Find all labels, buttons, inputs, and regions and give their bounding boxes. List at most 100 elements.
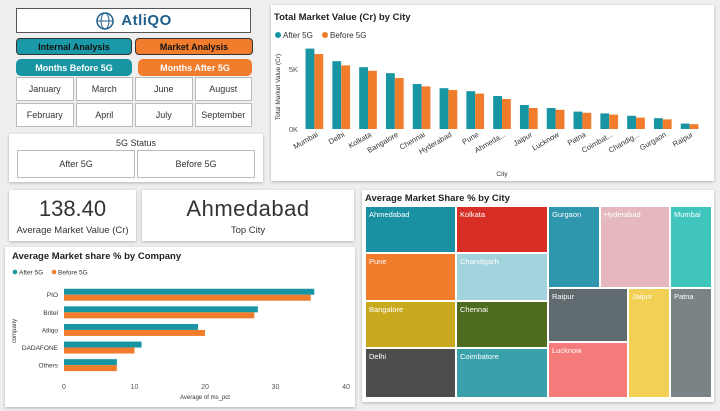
bar-after-12	[627, 115, 636, 129]
bar-before-14	[689, 124, 699, 129]
bar-after-4	[412, 84, 422, 129]
bar-before-13	[662, 119, 672, 129]
y-tick-label: DADAFONE	[22, 345, 59, 352]
bar-after-2	[64, 323, 198, 330]
x-tick-label: Chandig...	[607, 130, 641, 155]
y-tick-label: 5K	[289, 65, 298, 74]
x-tick-label: Gurgaon	[638, 130, 668, 152]
bar-before-11	[609, 114, 619, 129]
company-share-chart-card: Average Market share % by Company After …	[5, 247, 355, 407]
treemap-cell-bangalore[interactable]: Bangalore	[365, 301, 456, 348]
internal-analysis-button[interactable]: Internal Analysis	[16, 38, 132, 55]
treemap-cell-jaipur[interactable]: Jaipur	[628, 288, 670, 398]
x-tick-label: 20	[201, 384, 209, 391]
bar-after-9	[546, 108, 556, 129]
bar-before-0	[314, 54, 324, 129]
globe-icon	[96, 11, 114, 30]
bar-before-10	[582, 112, 592, 129]
y-tick-label: 0K	[289, 125, 298, 134]
bar-after-2	[359, 67, 368, 129]
month-june[interactable]: June	[135, 77, 193, 101]
bar-after-14	[680, 123, 690, 129]
avg-market-value-card: 138.40 Average Market Value (Cr)	[9, 190, 136, 241]
months-after-5g-button[interactable]: Months After 5G	[138, 59, 252, 76]
treemap-cell-pune[interactable]: Pune	[365, 253, 456, 301]
x-axis-label: Average of ms_pct	[180, 395, 230, 401]
treemap-cell-chennai[interactable]: Chennai	[456, 301, 548, 348]
x-axis-label: City	[496, 171, 508, 178]
y-axis-label: company	[12, 319, 18, 343]
x-tick-label: Bangalore	[366, 130, 400, 155]
month-august[interactable]: August	[194, 77, 252, 101]
bar-before-3	[394, 78, 404, 129]
y-tick-label: Atliqo	[42, 327, 59, 334]
bar-before-4	[421, 86, 431, 129]
y-tick-label: Britel	[43, 310, 58, 317]
top-city-value: Ahmedabad	[186, 196, 310, 221]
treemap-cell-ahmedabad[interactable]: Ahmedabad	[365, 206, 456, 253]
x-tick-label: Raipur	[671, 130, 695, 149]
5g-status-title: 5G Status	[115, 138, 157, 148]
bar-after-4	[64, 359, 117, 366]
bar-after-5	[439, 88, 449, 129]
company-share-chart-title: Average Market share % by Company	[12, 251, 182, 262]
bar-before-4	[64, 365, 117, 372]
x-tick-label: Delhi	[327, 130, 347, 147]
y-tick-label: PIO	[47, 292, 58, 299]
top-city-label: Top City	[230, 225, 266, 236]
treemap-cell-kolkata[interactable]: Kolkata	[456, 206, 548, 253]
y-tick-label: Others	[38, 363, 58, 370]
treemap-cell-mumbai[interactable]: Mumbai	[670, 206, 712, 288]
treemap-cell-hyderabad[interactable]: Hyderabad	[600, 206, 670, 288]
bar-before-5	[448, 90, 458, 129]
treemap-cell-lucknow[interactable]: Lucknow	[548, 342, 628, 398]
bar-after-10	[573, 111, 583, 129]
treemap-cell-coimbatore[interactable]: Coimbatore	[456, 348, 548, 398]
bar-after-1	[64, 306, 258, 313]
month-slicer: January March June August February April…	[16, 77, 252, 127]
treemap-cell-chandigarh[interactable]: Chandigarh	[456, 253, 548, 301]
bar-before-2	[368, 70, 377, 129]
after-5g-option[interactable]: After 5G	[17, 150, 135, 178]
bar-after-8	[519, 105, 529, 129]
x-tick-label: 40	[342, 384, 350, 391]
market-analysis-button[interactable]: Market Analysis	[135, 38, 253, 55]
bar-before-6	[475, 93, 485, 129]
bar-after-6	[466, 91, 476, 129]
city-share-treemap-card: Average Market Share % by City Ahmedabad…	[362, 190, 714, 402]
market-value-chart: After 5G Before 5G 0K 5K Total Market Value …	[275, 31, 699, 178]
avg-market-value: 138.40	[38, 196, 107, 221]
bar-before-3	[64, 347, 135, 354]
bar-after-1	[332, 61, 342, 130]
legend-before-5g-label: Before 5G	[330, 31, 366, 40]
month-april[interactable]: April	[75, 103, 133, 127]
month-march[interactable]: March	[75, 77, 133, 101]
city-share-treemap: Ahmedabad Kolkata Gurgaon Hyderabad Mumbai Pu…	[362, 190, 714, 402]
avg-market-value-label: Average Market Value (Cr)	[16, 225, 129, 236]
x-tick-label: 10	[131, 384, 139, 391]
bar-before-8	[528, 108, 538, 129]
legend-before-5g-marker	[322, 32, 328, 38]
month-july[interactable]: July	[135, 103, 193, 127]
treemap-cell-raipur[interactable]: Raipur	[548, 288, 628, 342]
bar-after-3	[385, 73, 395, 129]
treemap-cell-delhi[interactable]: Delhi	[365, 348, 456, 398]
x-tick-label: Ahmeda...	[473, 130, 507, 155]
month-january[interactable]: January	[16, 77, 74, 101]
treemap-cell-gurgaon[interactable]: Gurgaon	[548, 206, 600, 288]
before-5g-option[interactable]: Before 5G	[137, 150, 255, 178]
bar-after-13	[653, 118, 663, 129]
legend-after-5g-marker	[12, 269, 18, 275]
legend-before-5g-marker	[51, 269, 57, 275]
month-september[interactable]: September	[194, 103, 252, 127]
x-tick-label: 30	[272, 384, 280, 391]
bar-after-0	[305, 48, 315, 129]
month-february[interactable]: February	[16, 103, 74, 127]
months-before-5g-button[interactable]: Months Before 5G	[16, 59, 132, 76]
legend-before-5g-label: Before 5G	[58, 270, 88, 277]
x-tick-label: 0	[62, 384, 66, 391]
treemap-cell-patna[interactable]: Patna	[670, 288, 712, 398]
bar-before-1	[341, 65, 351, 129]
x-tick-label: Lucknow	[530, 130, 561, 153]
logo-text: AtliQO	[121, 12, 172, 29]
